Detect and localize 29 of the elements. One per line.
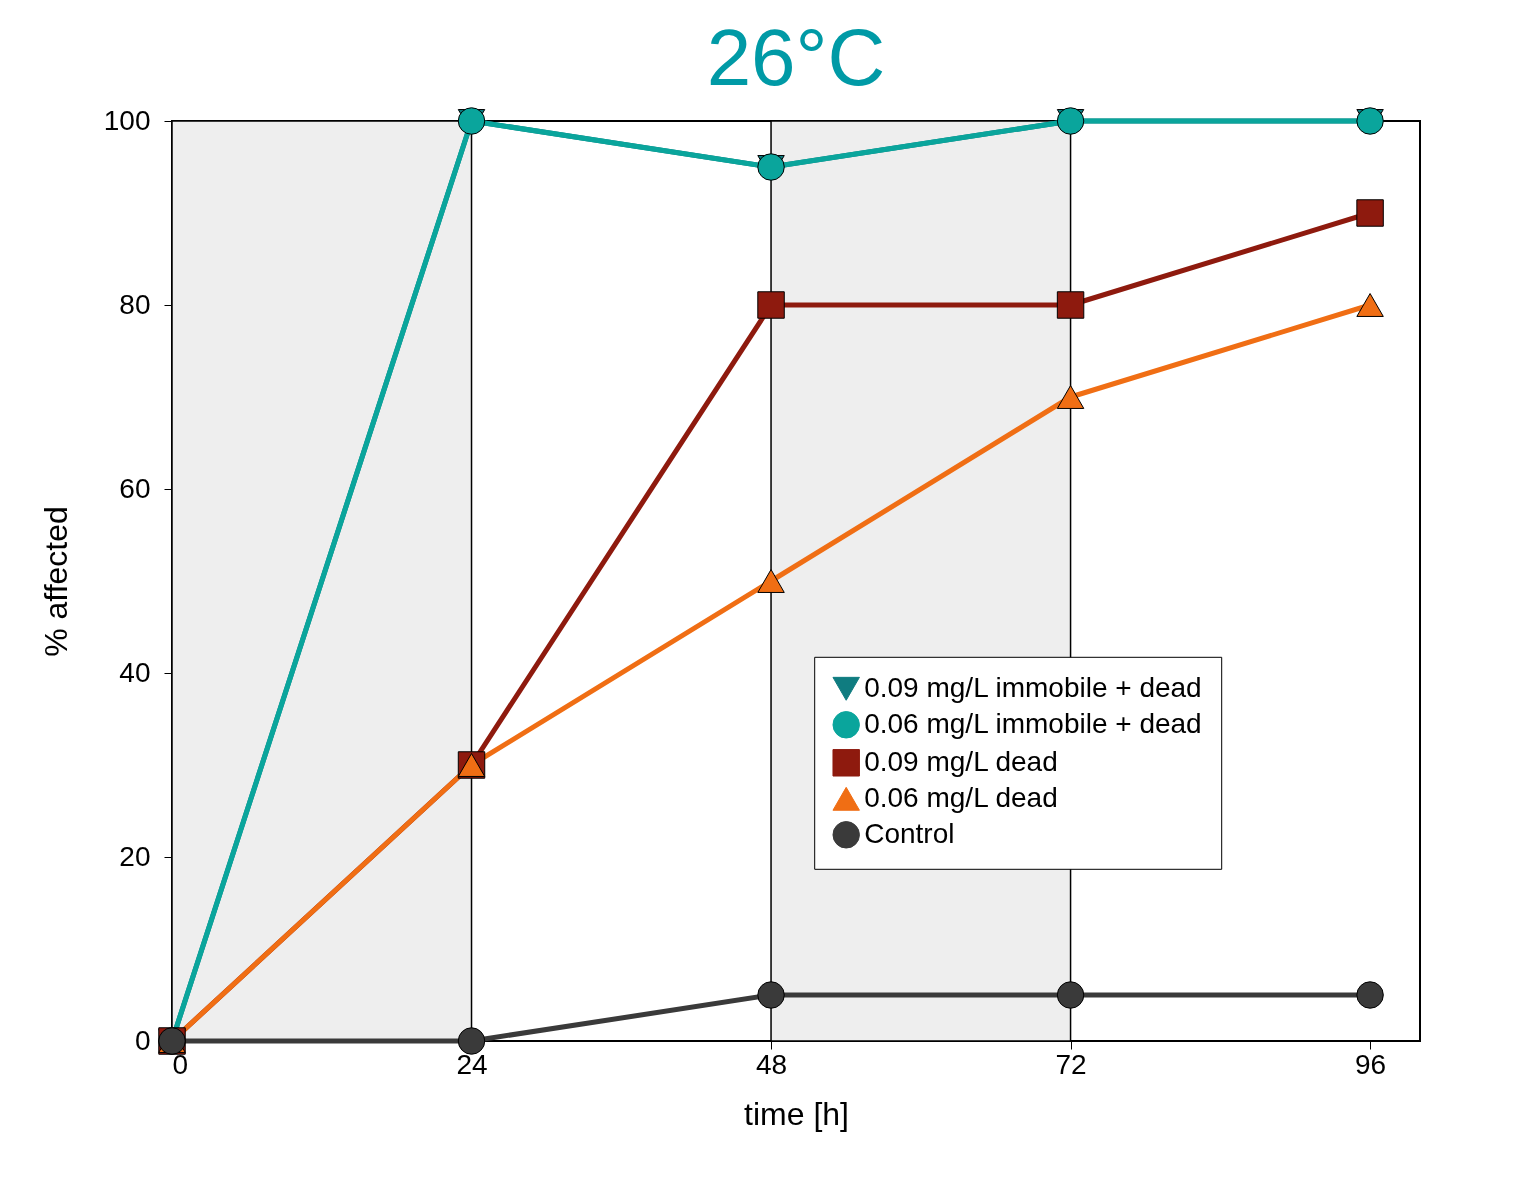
legend-label: 0.06 mg/L immobile + dead [864,707,1202,739]
point [757,569,785,593]
legend-label: 0.06 mg/L dead [864,781,1058,813]
y-tick-label: 60 [119,472,151,504]
legend-label: Control [864,817,955,849]
x-tick-label: 0 [172,1048,189,1080]
point [1056,385,1085,409]
point [757,981,785,1009]
y-tick-label: 0 [134,1024,151,1056]
y-tick-label: 100 [103,104,151,136]
chart-title: 26°C [706,12,886,102]
point [1356,199,1384,227]
y-tick-label: 20 [119,840,151,872]
x-tick-label: 72 [1055,1048,1087,1080]
point [1056,291,1085,319]
point [457,1027,486,1055]
x-axis-title: time [h] [744,1095,849,1132]
point [1356,981,1384,1009]
x-tick-label: 48 [755,1048,788,1080]
legend-label: 0.09 mg/L immobile + dead [864,671,1202,703]
point [757,291,785,319]
x-tick-label: 24 [456,1048,488,1080]
y-axis-title: % affected [37,506,74,657]
point [1356,293,1384,317]
legend-label: 0.09 mg/L dead [864,745,1058,777]
x-tick-label: 96 [1355,1048,1387,1080]
point [1056,981,1085,1009]
y-tick-label: 80 [119,288,151,320]
y-tick-label: 40 [119,656,151,688]
